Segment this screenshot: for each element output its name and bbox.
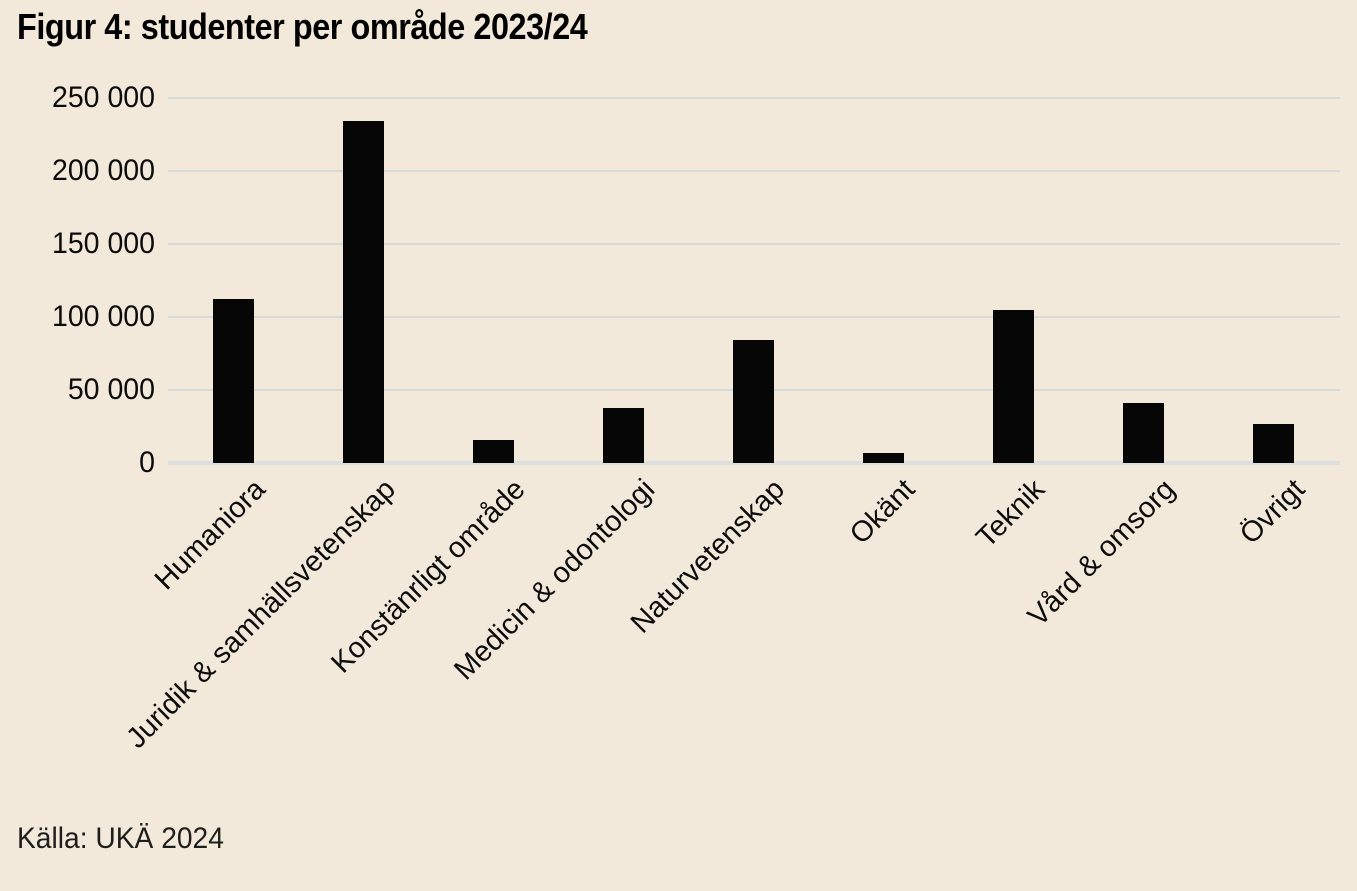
x-tick-label: Teknik (970, 473, 1052, 555)
x-tick-label: Humaniora (148, 473, 272, 597)
bar (603, 407, 644, 463)
y-tick-label: 250 000 (51, 81, 155, 114)
y-tick-label: 100 000 (51, 300, 155, 333)
x-axis-baseline (168, 461, 1340, 465)
bar (863, 452, 904, 463)
x-tick-label: Juridik & samhällsvetenskap (120, 473, 402, 755)
gridline (168, 97, 1340, 99)
y-tick-label: 200 000 (51, 154, 155, 187)
chart-title: Figur 4: studenter per område 2023/24 (17, 6, 588, 47)
gridline (168, 170, 1340, 172)
bar (1123, 403, 1164, 463)
source-caption: Källa: UKÄ 2024 (17, 822, 224, 855)
y-tick-label: 150 000 (51, 227, 155, 260)
bar (473, 439, 514, 463)
x-tick-label: Okänt (844, 473, 922, 551)
bar (733, 340, 774, 463)
gridline (168, 316, 1340, 318)
bar (1253, 423, 1294, 463)
bar (993, 309, 1034, 463)
x-tick-label: Övrigt (1234, 473, 1312, 551)
bar (213, 299, 254, 463)
bar (343, 121, 384, 463)
gridline (168, 243, 1340, 245)
y-tick-label: 50 000 (67, 373, 155, 406)
y-tick-label: 0 (139, 446, 155, 479)
